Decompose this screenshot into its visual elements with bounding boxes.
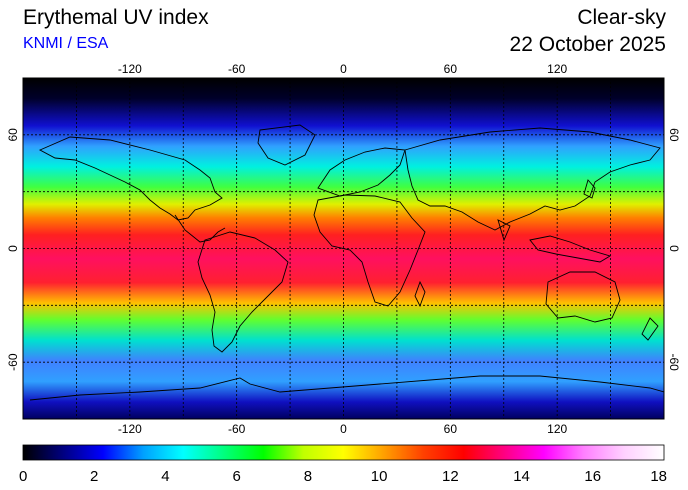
longitude-label-top: -60 <box>228 62 246 76</box>
colorbar-label: 2 <box>90 468 98 485</box>
colorbar-label: 10 <box>371 468 388 485</box>
longitude-label-top: 0 <box>340 62 347 76</box>
coastlines <box>29 124 664 401</box>
data-credit: KNMI / ESA <box>23 35 109 52</box>
latitude-label-left: 60 <box>6 128 20 142</box>
longitude-tick-labels: -120 -120 -60 -60 0 0 60 60 120 120 <box>118 62 568 436</box>
colorbar-label: 18 <box>650 468 667 485</box>
longitude-label-top: 120 <box>547 62 567 76</box>
latitude-label-right: -60 <box>667 353 681 371</box>
graticule <box>23 78 664 419</box>
latitude-label-right: 60 <box>667 128 681 142</box>
longitude-label-top: 60 <box>444 62 458 76</box>
map-date: 22 October 2025 <box>509 33 666 56</box>
longitude-label-bottom: 0 <box>340 422 347 436</box>
colorbar-strip <box>22 444 665 461</box>
longitude-label-bottom: 120 <box>547 422 567 436</box>
map-frame <box>22 77 665 420</box>
longitude-label-top: -120 <box>118 62 142 76</box>
colorbar-label: 0 <box>19 468 27 485</box>
colorbar-label: 14 <box>513 468 530 485</box>
longitude-label-bottom: 60 <box>444 422 458 436</box>
longitude-label-bottom: -60 <box>228 422 246 436</box>
colorbar-label: 8 <box>304 468 312 485</box>
latitude-label-left: 0 <box>6 245 20 252</box>
latitude-label-left: -60 <box>6 353 20 371</box>
sky-condition: Clear-sky <box>577 6 666 29</box>
colorbar-labels: 0 2 4 6 8 10 12 14 16 18 <box>19 468 667 485</box>
colorbar-label: 12 <box>442 468 459 485</box>
colorbar-label: 4 <box>161 468 169 485</box>
latitude-tick-labels: 60 60 0 0 -60 -60 <box>6 128 681 371</box>
latitude-label-right: 0 <box>667 245 681 252</box>
longitude-label-bottom: -120 <box>118 422 142 436</box>
colorbar-label: 6 <box>232 468 240 485</box>
map-title: Erythemal UV index <box>23 6 209 29</box>
colorbar-label: 16 <box>584 468 601 485</box>
